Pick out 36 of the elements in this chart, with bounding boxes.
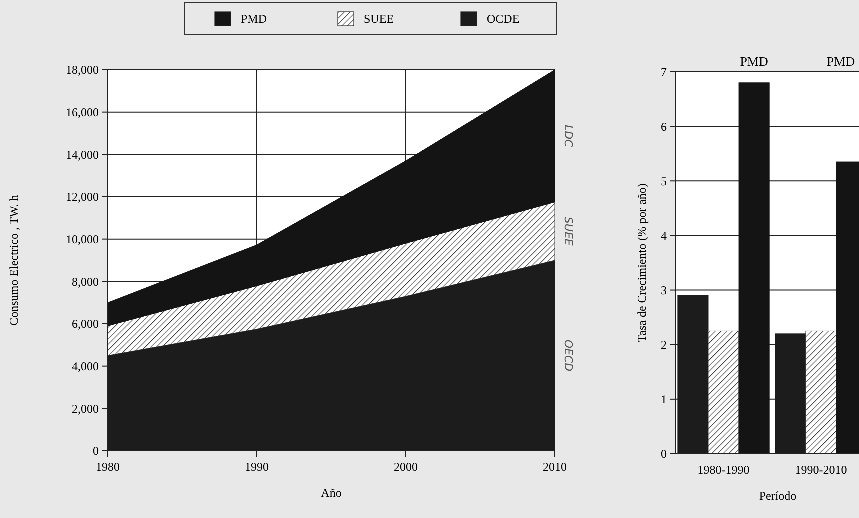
y-tick-label: 10,000 [66,232,99,247]
y-tick-label: 16,000 [66,106,99,120]
legend-label: SUEE [364,12,394,26]
y-tick-label: 3 [661,283,667,298]
x-tick-label: 2000 [394,460,418,474]
y-tick-label: 0 [93,444,99,458]
y-axis-title: Tasa de Crecimiento (% por año) [635,184,649,342]
y-tick-label: 12,000 [66,190,99,204]
x-tick-label: 1980-1990 [698,463,750,477]
x-tick-label: 2010 [543,460,567,474]
y-tick-label: 0 [661,447,667,462]
y-tick-label: 4,000 [72,360,99,374]
x-axis-title: Año [321,486,342,500]
text: SUEE [562,216,575,246]
text: LDC [562,125,575,148]
y-tick-label: 1 [661,392,667,407]
x-tick-label: 1990-2010 [795,463,848,477]
x-axis-title: Período [759,489,797,503]
y-tick-label: 5 [661,174,667,188]
y-tick-label: 14,000 [66,148,99,162]
y-tick-label: 4 [661,228,667,243]
text: PMD [740,54,768,69]
x-tick-label: 1990 [245,460,269,474]
y-tick-label: 6 [661,120,667,134]
text: OECD [562,340,575,372]
y-tick-label: 8,000 [72,274,99,289]
y-tick-label: 7 [661,65,667,80]
y-tick-label: 6,000 [72,317,99,332]
legend-label: PMD [241,12,268,26]
y-tick-label: 2,000 [72,402,99,416]
y-axis-title: Consumo Electrico , TW. h [7,195,21,326]
x-tick-label: 1980 [96,460,120,474]
legend-label: OCDE [487,12,520,26]
text: PMD [826,54,856,69]
y-tick-label: 18,000 [66,63,99,78]
y-tick-label: 2 [661,338,667,352]
